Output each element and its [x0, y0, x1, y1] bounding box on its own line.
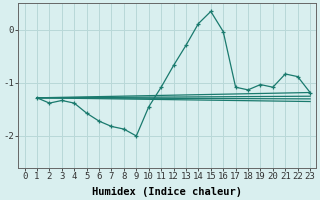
X-axis label: Humidex (Indice chaleur): Humidex (Indice chaleur): [92, 186, 242, 197]
